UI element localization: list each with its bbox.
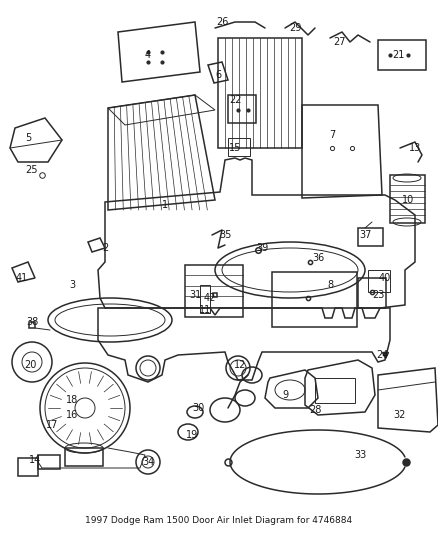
Bar [18, 458, 38, 476]
Bar [390, 175, 425, 223]
Text: 5: 5 [25, 133, 31, 143]
Text: 2: 2 [102, 243, 108, 253]
Text: 37: 37 [359, 230, 371, 240]
Text: 39: 39 [256, 243, 268, 253]
Text: 16: 16 [66, 410, 78, 420]
Bar [200, 285, 210, 313]
Bar [228, 138, 250, 156]
Text: 11: 11 [199, 305, 211, 315]
Text: 40: 40 [379, 273, 391, 283]
Text: 10: 10 [402, 195, 414, 205]
Text: 18: 18 [66, 395, 78, 405]
Text: 42: 42 [204, 293, 216, 303]
Text: 38: 38 [26, 317, 38, 327]
Text: 21: 21 [392, 50, 404, 60]
Text: 32: 32 [394, 410, 406, 420]
Text: 34: 34 [142, 457, 154, 467]
Text: 28: 28 [309, 405, 321, 415]
Text: 23: 23 [372, 290, 384, 300]
Text: 4: 4 [145, 50, 151, 60]
Bar [228, 95, 256, 123]
Bar [38, 455, 60, 469]
Text: 8: 8 [327, 280, 333, 290]
Bar [358, 228, 383, 246]
Text: 30: 30 [192, 403, 204, 413]
Text: 1: 1 [162, 200, 168, 210]
Bar [272, 272, 357, 327]
Text: 14: 14 [29, 455, 41, 465]
Text: 20: 20 [24, 360, 36, 370]
Text: 41: 41 [16, 273, 28, 283]
Text: 27: 27 [334, 37, 346, 47]
Text: 22: 22 [229, 95, 241, 105]
Bar [378, 40, 426, 70]
Text: 19: 19 [186, 430, 198, 440]
Bar [218, 38, 302, 148]
Bar [368, 270, 390, 292]
Text: 9: 9 [282, 390, 288, 400]
Text: 12: 12 [234, 360, 246, 370]
Text: 36: 36 [312, 253, 324, 263]
Text: 1997 Dodge Ram 1500 Door Air Inlet Diagram for 4746884: 1997 Dodge Ram 1500 Door Air Inlet Diagr… [85, 516, 353, 525]
Bar [358, 278, 386, 308]
Text: 29: 29 [289, 23, 301, 33]
Bar [65, 448, 103, 466]
Text: 17: 17 [46, 420, 58, 430]
Text: 31: 31 [189, 290, 201, 300]
Text: 6: 6 [215, 70, 221, 80]
Text: 24: 24 [376, 350, 388, 360]
Text: 33: 33 [354, 450, 366, 460]
Text: 7: 7 [329, 130, 335, 140]
Bar [315, 378, 355, 403]
Text: 26: 26 [216, 17, 228, 27]
Text: 35: 35 [219, 230, 231, 240]
Text: 13: 13 [409, 143, 421, 153]
Text: 25: 25 [26, 165, 38, 175]
Bar [185, 265, 243, 317]
Text: 3: 3 [69, 280, 75, 290]
Text: 15: 15 [229, 143, 241, 153]
